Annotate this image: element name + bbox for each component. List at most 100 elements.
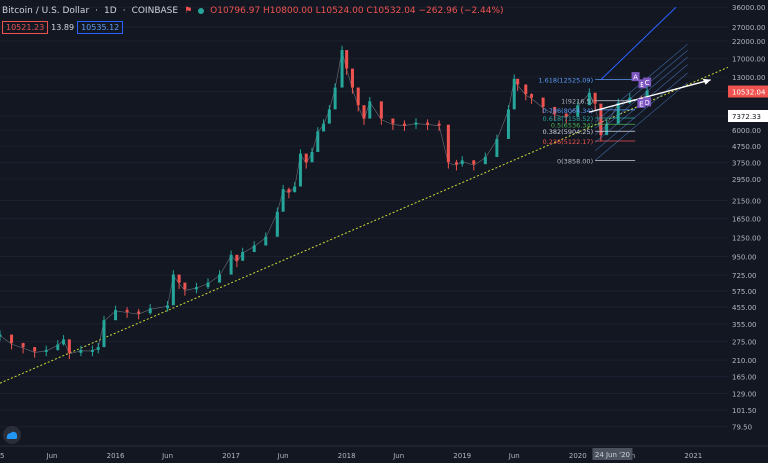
y-tick-label: 6000.00 xyxy=(732,127,761,135)
y-tick-label: 4750.00 xyxy=(732,143,761,151)
y-tick-label: 13000.00 xyxy=(732,74,765,82)
wave-label-box xyxy=(631,72,640,82)
candle xyxy=(483,156,487,165)
tradingview-logo-icon[interactable] xyxy=(3,426,21,444)
x-tick-label: Jun xyxy=(46,452,58,460)
candle xyxy=(287,189,291,192)
candle xyxy=(454,162,458,165)
y-tick-label: 3750.00 xyxy=(732,159,761,167)
market-status-icon xyxy=(198,8,205,14)
candle xyxy=(530,94,534,98)
fib-level-label: 0.382(5904.25) xyxy=(543,128,594,136)
candle xyxy=(414,122,418,125)
x-tick-label: 2021 xyxy=(684,452,702,460)
wave-label: C xyxy=(645,79,650,87)
ask-price-button[interactable]: 10535.12 xyxy=(77,21,124,34)
candle xyxy=(587,92,591,106)
symbol-title[interactable]: Bitcoin / U.S. Dollar xyxy=(2,6,90,16)
candle xyxy=(327,109,331,124)
candle xyxy=(275,211,279,237)
x-tick-label: 15 xyxy=(0,452,4,460)
candle xyxy=(645,90,649,100)
candle xyxy=(616,102,620,124)
wave-label-box xyxy=(643,97,652,107)
y-tick-label: 129.00 xyxy=(732,390,757,398)
candle xyxy=(553,106,557,114)
x-tick-label: 2019 xyxy=(453,452,471,460)
candle xyxy=(524,84,528,95)
wave-label-box xyxy=(643,77,652,87)
last-price-label: 10532.04 xyxy=(732,89,766,97)
candle xyxy=(171,274,175,306)
y-tick-label: 210.00 xyxy=(732,357,757,365)
candle xyxy=(90,349,94,352)
x-tick-label: 2017 xyxy=(222,452,240,460)
fib-level-label: 1(9216.5) xyxy=(561,98,593,106)
candle xyxy=(21,343,25,348)
candle xyxy=(437,123,441,126)
candle xyxy=(166,305,170,309)
candle xyxy=(576,105,580,117)
candle xyxy=(391,118,395,124)
pitchfork-line xyxy=(594,56,688,136)
wave-label: E xyxy=(639,100,643,108)
xaxis-date-badge xyxy=(592,448,633,460)
candle xyxy=(102,320,106,348)
bid-price-button[interactable]: 10521.23 xyxy=(2,21,49,34)
candle xyxy=(350,68,354,88)
candle xyxy=(183,282,187,290)
candle xyxy=(62,339,66,345)
candle xyxy=(599,103,603,136)
interval-label[interactable]: 1D xyxy=(104,6,117,16)
candle xyxy=(218,274,222,283)
x-tick-label: Jun xyxy=(508,452,520,460)
alarm-icon[interactable]: ⚑ xyxy=(184,6,193,16)
fib-level-label: 0(3858.00) xyxy=(557,157,593,165)
candle xyxy=(512,78,516,110)
wave-label-box xyxy=(637,98,646,108)
spread-value: 13.89 xyxy=(51,23,75,32)
ohlc-values: O10796.97 H10800.00 L10524.00 C10532.04 … xyxy=(210,6,504,16)
candle xyxy=(252,245,256,253)
candle xyxy=(177,274,181,283)
x-tick-label: Jun xyxy=(277,452,289,460)
x-tick-label: 2016 xyxy=(107,452,125,460)
x-tick-label: Jun xyxy=(161,452,173,460)
projection-arrowhead xyxy=(702,78,711,85)
y-tick-label: 17000.00 xyxy=(732,56,765,64)
x-tick-label: Jun xyxy=(392,452,404,460)
candle xyxy=(345,50,349,69)
y-tick-label: 165.00 xyxy=(732,374,757,382)
marker-price-label: 7372.33 xyxy=(732,113,761,121)
fib-level-label: 1.618(12525.09) xyxy=(538,77,593,85)
price-path xyxy=(0,51,648,355)
candle xyxy=(304,153,308,163)
fib-level-label: 0.5(6536.34) xyxy=(551,121,593,129)
y-tick-label: 101.50 xyxy=(732,407,757,415)
y-tick-label: 950.00 xyxy=(732,254,757,262)
y-tick-label: 275.00 xyxy=(732,339,757,347)
pitchfork-line xyxy=(594,82,688,161)
candle xyxy=(194,287,198,290)
candle xyxy=(541,97,545,107)
candle xyxy=(340,50,344,88)
candle xyxy=(516,78,520,85)
y-tick-label: 2950.00 xyxy=(732,176,761,184)
fib-level-label: 0.236(5122.17) xyxy=(543,138,594,146)
candle xyxy=(316,131,320,152)
price-axis-background xyxy=(728,0,768,463)
candle xyxy=(229,254,233,275)
wave-label: D xyxy=(644,99,649,107)
wave-label-box xyxy=(638,79,647,89)
candle xyxy=(446,124,450,163)
x-tick-label: 2018 xyxy=(338,452,356,460)
xaxis-date-label: 24 Jun '20 xyxy=(595,451,630,459)
y-tick-label: 2150.00 xyxy=(732,198,761,206)
candle xyxy=(506,109,510,139)
candle xyxy=(67,339,71,353)
candle xyxy=(206,282,210,288)
candle xyxy=(10,334,14,344)
y-tick-label: 36000.00 xyxy=(732,4,765,12)
